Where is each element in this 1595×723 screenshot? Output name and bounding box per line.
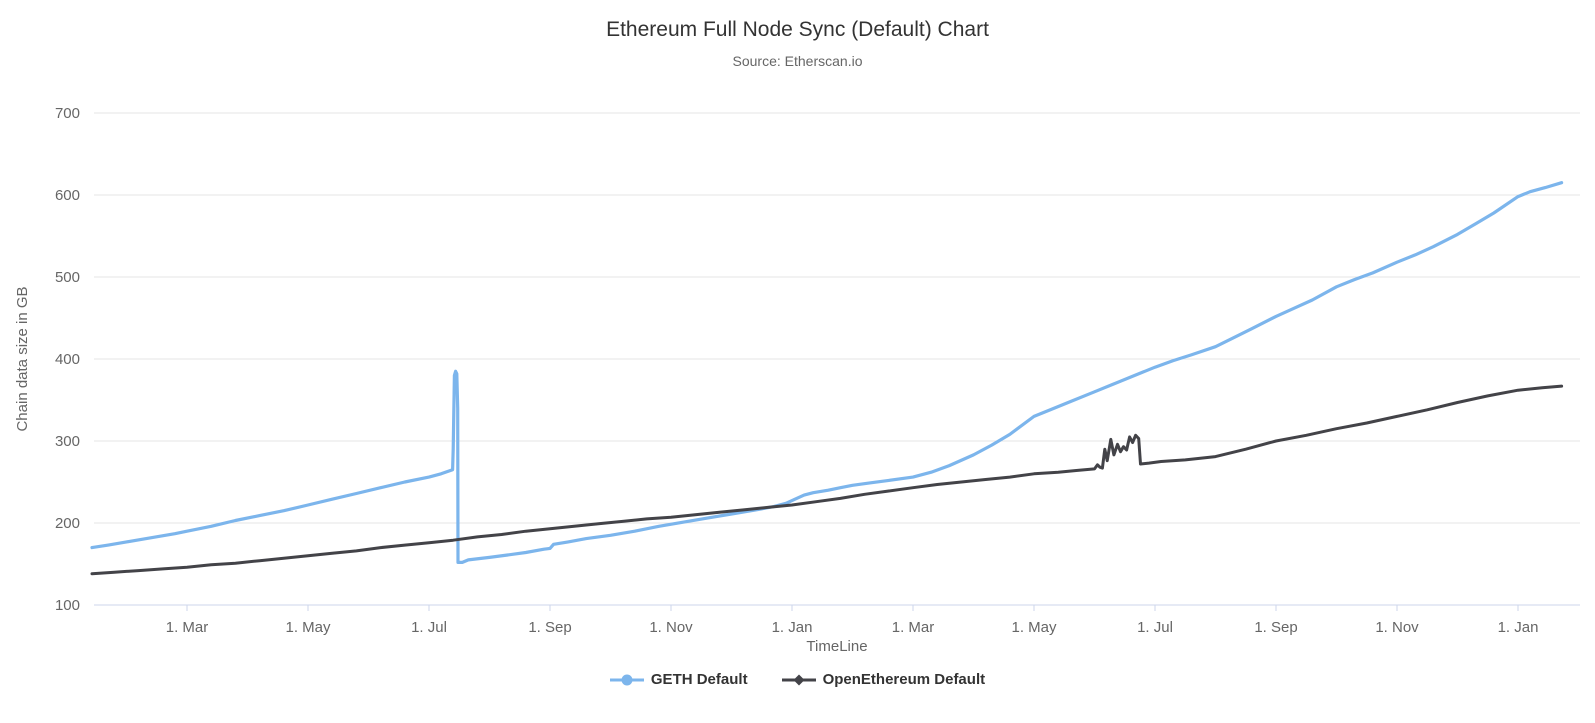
x-axis-label: 1. May: [1011, 619, 1057, 636]
y-axis-label: 400: [55, 351, 80, 368]
x-axis-label: 1. Jan: [772, 619, 813, 636]
legend-label-openethereum-default: OpenEthereum Default: [822, 671, 986, 688]
chart-title: Ethereum Full Node Sync (Default) Chart: [606, 18, 989, 41]
legend-circle-marker-icon: [609, 674, 644, 685]
x-axis-label: 1. Nov: [1375, 619, 1419, 636]
y-axis-label: 200: [55, 515, 80, 532]
x-axis-label: 1. May: [285, 619, 331, 636]
legend-label-geth-default: GETH Default: [650, 671, 748, 688]
y-axis-label: 600: [55, 187, 80, 204]
y-axis-title: Chain data size in GB: [14, 286, 31, 431]
y-axis-label: 700: [55, 105, 80, 122]
x-axis-label: 1. Jul: [411, 619, 447, 636]
legend-diamond-marker-icon: [781, 674, 816, 685]
legend: GETH Default OpenEthereum Default: [0, 671, 1595, 688]
x-axis-label: 1. Mar: [166, 619, 209, 636]
legend-item-openethereum-default[interactable]: OpenEthereum Default: [781, 671, 986, 688]
y-axis-label: 100: [55, 597, 80, 614]
series-line-openethereum-default: [90, 384, 1564, 576]
x-axis-label: 1. Sep: [1254, 619, 1297, 636]
y-axis-label: 300: [55, 433, 80, 450]
legend-item-geth-default[interactable]: GETH Default: [609, 671, 748, 688]
x-axis-title: TimeLine: [806, 638, 867, 655]
x-axis-label: 1. Nov: [649, 619, 693, 636]
y-axis-label: 500: [55, 269, 80, 286]
chart-subtitle: Source: Etherscan.io: [732, 53, 863, 69]
x-axis-label: 1. Jul: [1137, 619, 1173, 636]
x-axis-label: 1. Jan: [1498, 619, 1539, 636]
x-axis-label: 1. Sep: [528, 619, 571, 636]
x-axis-label: 1. Mar: [892, 619, 935, 636]
series-line-geth-default: [90, 181, 1564, 564]
